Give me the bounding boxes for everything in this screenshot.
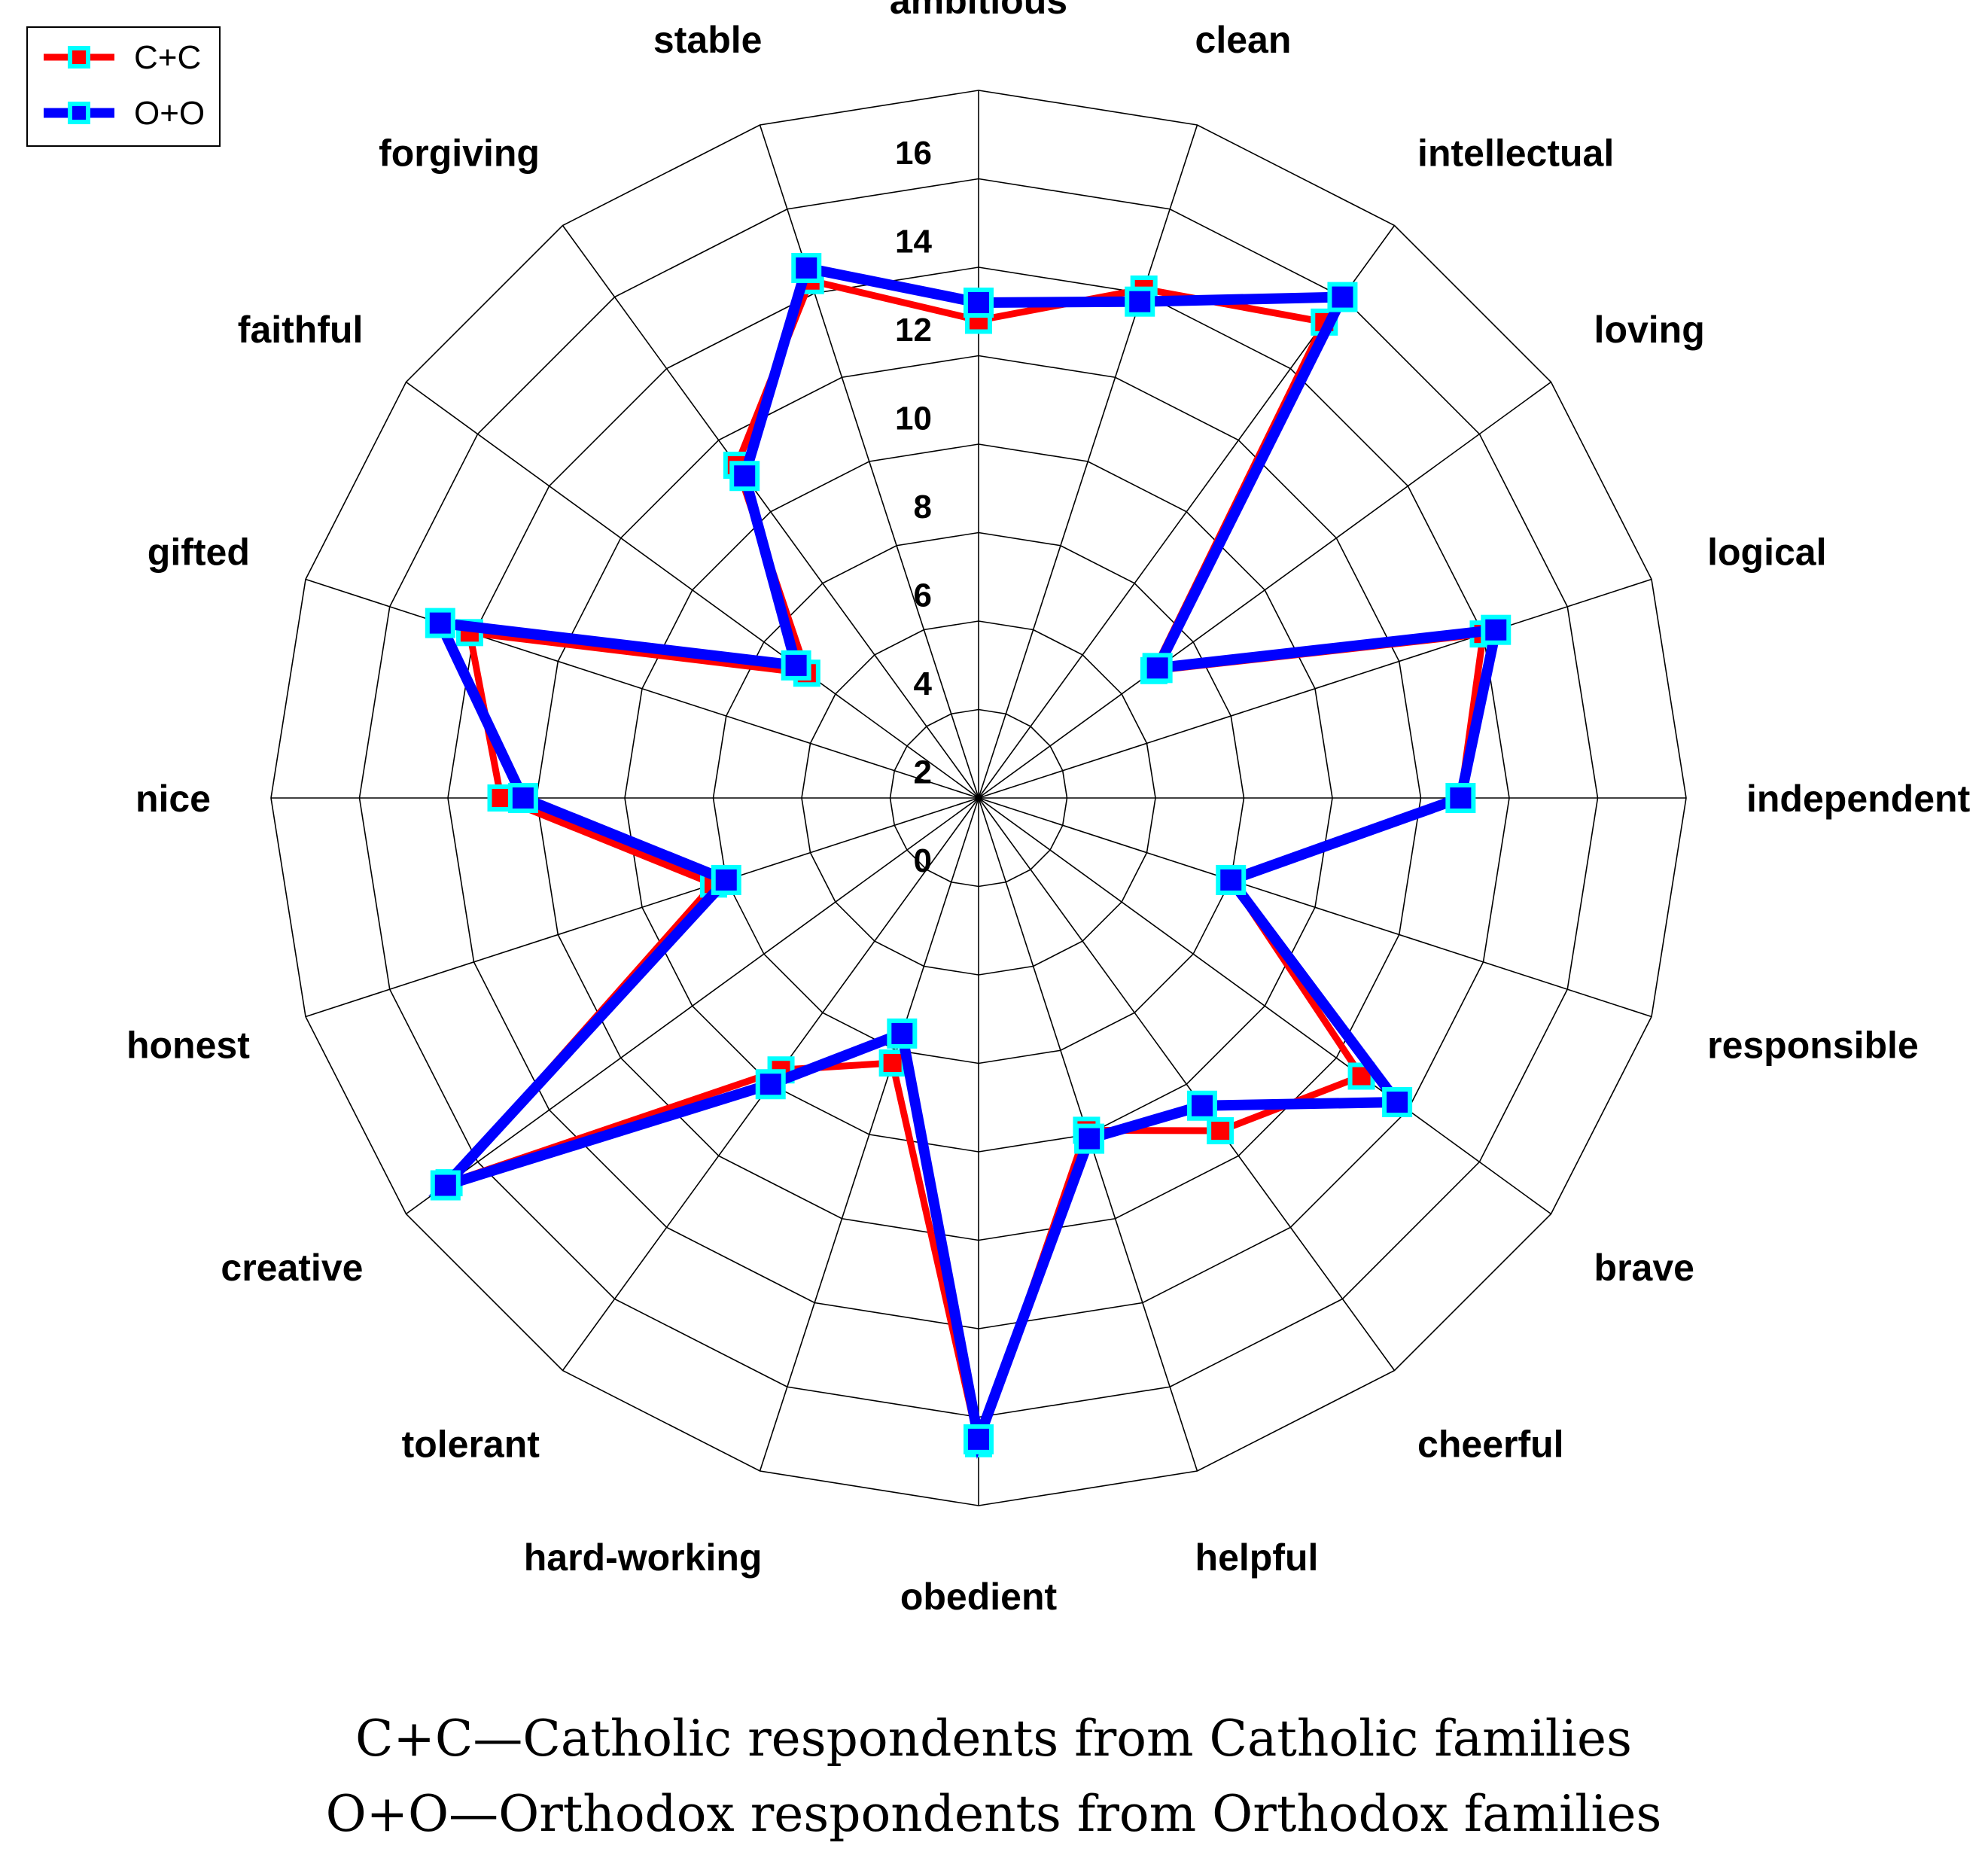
category-label: logical <box>1707 531 1826 573</box>
data-point <box>1142 653 1173 684</box>
data-point <box>1216 864 1247 895</box>
category-label: brave <box>1594 1247 1694 1289</box>
category-label: independent <box>1746 778 1971 820</box>
tick-label: 2 <box>914 754 932 791</box>
category-label: loving <box>1594 309 1705 351</box>
grid-spoke <box>978 578 1652 799</box>
data-point <box>1125 286 1155 317</box>
legend: C+C O+O <box>26 26 221 147</box>
grid-spoke <box>759 797 979 1472</box>
data-point <box>964 1424 994 1454</box>
data-point <box>729 461 760 492</box>
category-label: stable <box>653 19 763 61</box>
tick-label: 10 <box>895 400 932 437</box>
category-label: nice <box>135 778 211 820</box>
series-line <box>428 261 1503 1460</box>
caption-line-2: O+O—Orthodox respondents from Orthodox f… <box>326 1785 1662 1843</box>
data-point <box>1481 614 1512 645</box>
legend-label-c-c: C+C <box>134 39 201 76</box>
data-series <box>425 252 1512 1460</box>
data-point <box>425 608 455 638</box>
category-label: responsible <box>1707 1025 1919 1067</box>
grid-spoke <box>406 797 979 1215</box>
category-label: cheerful <box>1417 1424 1564 1466</box>
data-point <box>878 1049 906 1077</box>
grid-spoke <box>759 124 979 799</box>
data-point <box>507 783 538 813</box>
grid-spoke <box>305 578 979 799</box>
category-label: helpful <box>1195 1536 1319 1579</box>
data-point <box>1327 282 1358 312</box>
radial-tick-labels: 0 2 4 6 8 10 12 14 16 <box>895 135 932 879</box>
data-point <box>781 650 811 681</box>
legend-marker-o-o <box>68 102 90 124</box>
grid-spoke <box>978 124 1198 799</box>
caption-line-1: C+C—Catholic respondents from Catholic f… <box>355 1710 1632 1768</box>
tick-label: 8 <box>914 489 932 525</box>
category-label: honest <box>126 1025 250 1067</box>
data-point <box>964 288 994 318</box>
grid-spoke <box>562 225 979 799</box>
tick-label: 12 <box>895 312 932 349</box>
tick-label: 4 <box>914 665 933 702</box>
category-label: hard-working <box>524 1536 763 1579</box>
legend-frame <box>26 26 221 147</box>
tick-label: 14 <box>895 224 932 260</box>
grid-spoke <box>978 381 1551 799</box>
category-label: faithful <box>238 309 364 351</box>
data-point <box>1445 783 1476 813</box>
tick-label: 6 <box>914 577 932 614</box>
grid-spoke <box>978 797 1396 1371</box>
category-labels: ambitious clean intellectual loving logical i… <box>126 0 1971 1618</box>
grid-spoke <box>978 797 1551 1215</box>
legend-marker-c-c <box>68 46 90 69</box>
tick-label: 0 <box>914 842 932 879</box>
grid-spoke <box>305 797 979 1018</box>
data-point <box>1382 1087 1413 1118</box>
series-o-o <box>425 252 1512 1460</box>
category-label: ambitious <box>890 0 1067 22</box>
data-point <box>430 1170 461 1201</box>
grid-spoke <box>406 381 979 799</box>
data-point <box>887 1018 918 1049</box>
category-label: forgiving <box>379 132 540 174</box>
grid-spoke <box>978 797 1652 1018</box>
data-point <box>1186 1090 1217 1121</box>
legend-item-o-o: O+O <box>44 95 205 132</box>
legend-label-o-o: O+O <box>134 95 205 132</box>
category-label: intellectual <box>1417 132 1614 174</box>
data-point <box>755 1069 786 1100</box>
category-label: clean <box>1195 19 1292 61</box>
data-point <box>711 864 741 895</box>
category-label: creative <box>221 1247 363 1289</box>
series-c-c <box>435 266 1497 1457</box>
tick-label: 16 <box>895 135 932 172</box>
data-point <box>1074 1123 1105 1154</box>
category-label: gifted <box>148 531 250 573</box>
category-label: obedient <box>900 1576 1058 1618</box>
data-point <box>1207 1117 1235 1145</box>
legend-item-c-c: C+C <box>44 39 201 76</box>
series-line <box>437 276 1487 1457</box>
category-label: tolerant <box>402 1424 540 1466</box>
data-point <box>791 252 822 283</box>
